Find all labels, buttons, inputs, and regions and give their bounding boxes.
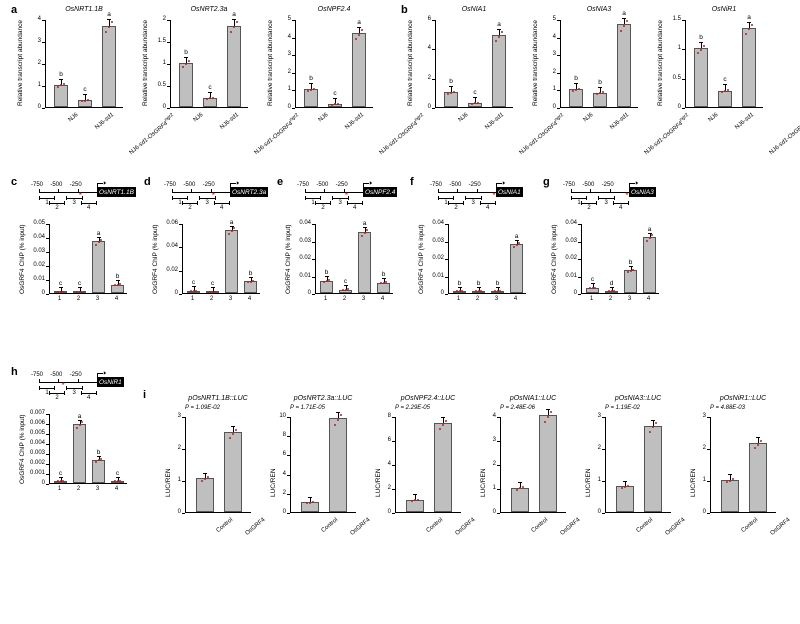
luc-bar-chart <box>185 417 251 513</box>
figure-root: { "colors": { "bar": "#bfbfbf", "bar_bor… <box>0 0 800 624</box>
gene-schematic: -750-500-250OsNRT1.1B1234* <box>39 180 135 220</box>
chip-bar-chart: bbba <box>448 224 526 294</box>
chip-bar-chart: ccab <box>49 224 127 294</box>
gene-schematic: -750-500-250OsNIA11234* <box>438 180 534 220</box>
luc-bar-chart <box>290 417 356 513</box>
bar-chart: bba <box>560 20 638 108</box>
gene-schematic: -750-500-250OsNiR11234* <box>39 370 135 410</box>
luc-bar-chart <box>605 417 671 513</box>
bar-chart: bca <box>435 20 513 108</box>
gene-schematic: -750-500-250OsNIA31234* <box>571 180 667 220</box>
bar-chart: bca <box>295 20 373 108</box>
bar-chart: bca <box>45 20 123 108</box>
luc-bar-chart <box>710 417 776 513</box>
chip-bar-chart: cabc <box>49 414 127 484</box>
gene-schematic: -750-500-250OsNRT2.3a1234* <box>172 180 268 220</box>
chip-bar-chart: ccab <box>182 224 260 294</box>
luc-bar-chart <box>500 417 566 513</box>
chip-bar-chart: bcab <box>315 224 393 294</box>
bar-chart: bca <box>170 20 248 108</box>
gene-schematic: -750-500-250OsNPF2.41234* <box>305 180 401 220</box>
bar-chart: bca <box>685 20 763 108</box>
luc-bar-chart <box>395 417 461 513</box>
chip-bar-chart: cdba <box>581 224 659 294</box>
